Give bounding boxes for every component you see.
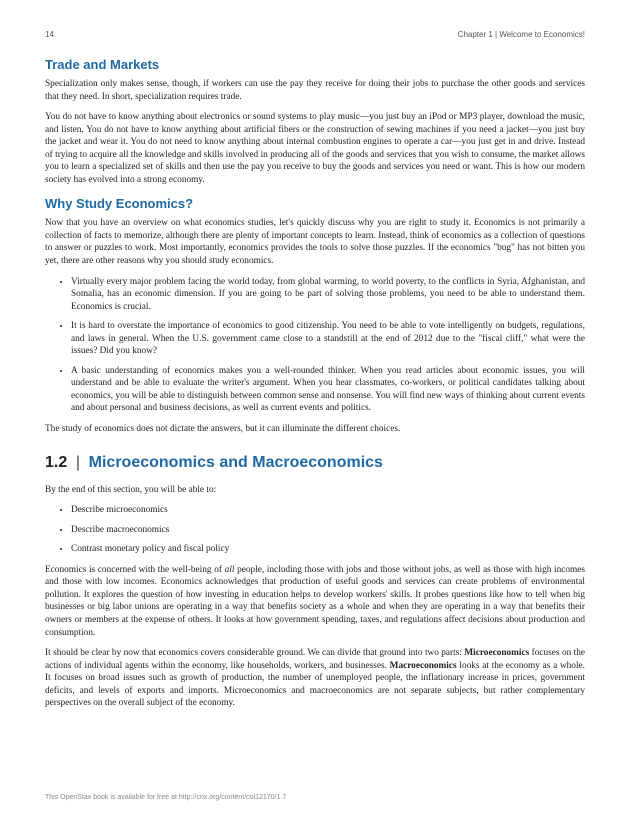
body-text: Now that you have an overview on what ec… [45,217,585,267]
bullet-list: Virtually every major problem facing the… [45,276,585,415]
section-number: 1.2 [45,454,67,471]
page: 14 Chapter 1 | Welcome to Economics! Tra… [0,0,630,815]
heading-trade-markets: Trade and Markets [45,57,585,72]
text-span: It should be clear by now that economics… [45,648,464,658]
heading-why-study: Why Study Economics? [45,196,585,211]
text-span: people, including those with jobs and th… [45,565,585,638]
objectives-list: Describe microeconomics Describe macroec… [45,504,585,556]
body-text: Economics is concerned with the well-bei… [45,564,585,639]
page-number: 14 [45,30,54,39]
list-item: Describe macroeconomics [71,524,585,537]
footer-text: This OpenStax book is available for free… [45,794,286,801]
italic-text: all [225,565,235,575]
objectives-intro: By the end of this section, you will be … [45,484,585,497]
section-title: Microeconomics and Macroeconomics [89,454,383,471]
list-item: A basic understanding of economics makes… [71,365,585,415]
list-item: Describe microeconomics [71,504,585,517]
list-item: Contrast monetary policy and fiscal poli… [71,543,585,556]
section-separator: | [76,454,80,471]
body-text: The study of economics does not dictate … [45,423,585,436]
body-text: It should be clear by now that economics… [45,647,585,710]
page-header: 14 Chapter 1 | Welcome to Economics! [45,30,585,39]
list-item: Virtually every major problem facing the… [71,276,585,314]
bold-text: Macroeconomics [390,661,457,671]
chapter-label: Chapter 1 | Welcome to Economics! [458,30,585,39]
list-item: It is hard to overstate the importance o… [71,320,585,358]
section-heading: 1.2 | Microeconomics and Macroeconomics [45,454,585,472]
body-text: Specialization only makes sense, though,… [45,78,585,103]
bold-text: Microeconomics [464,648,529,658]
text-span: Economics is concerned with the well-bei… [45,565,225,575]
body-text: You do not have to know anything about e… [45,111,585,186]
